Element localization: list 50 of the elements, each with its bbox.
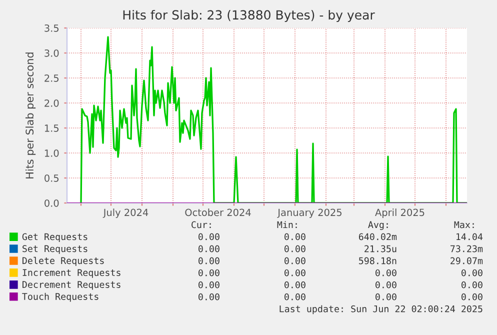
x-tick-label: July 2024 [102, 208, 148, 218]
x-tick-label: April 2025 [375, 208, 424, 218]
legend-label: Get Requests [22, 233, 88, 242]
text: 0.00 [376, 269, 396, 276]
y-tick-label: 2.0 [44, 99, 59, 107]
text: 0.00 [198, 281, 220, 288]
text: 21.35u [364, 245, 396, 252]
text: 0.00 [462, 281, 482, 288]
text: 0.00 [198, 245, 220, 252]
text: 0.00 [284, 233, 306, 240]
line-series [80, 36, 467, 203]
text: 0.00 [462, 293, 482, 300]
text: 0.00 [284, 269, 306, 276]
text: 0.00 [284, 245, 306, 252]
legend-label: Increment Requests [22, 269, 120, 278]
text: Min: [277, 221, 297, 228]
x-tick-label: October 2024 [185, 208, 251, 216]
x-tick-label: January 2025 [277, 208, 342, 218]
text: 0.00 [198, 233, 220, 240]
text: 0.00 [376, 293, 396, 300]
text: 0.00 [198, 257, 220, 264]
chart-title: Hits for Slab: 23 (13880 Bytes) - by year [123, 10, 375, 22]
y-tick-label: 0.0 [44, 199, 59, 207]
legend-label: Decrement Requests [22, 281, 120, 290]
y-tick-label: 0.5 [44, 174, 59, 182]
text: 0.00 [284, 293, 306, 300]
text: 73.23m [450, 245, 483, 252]
text: 29.07m [450, 257, 483, 264]
text: Last update: Sun Jun 22 02:00:24 2025 [280, 305, 482, 314]
text: 0.00 [284, 281, 306, 288]
text: Max: [454, 221, 474, 228]
text: 0.00 [284, 257, 306, 264]
text: 0.00 [198, 293, 220, 300]
text: Avg: [368, 221, 388, 230]
text: 14.04 [456, 233, 483, 240]
text: Cur: [192, 221, 211, 228]
y-axis-title: Hits per Slab per second [25, 52, 36, 178]
text: 640.02m [358, 233, 397, 240]
y-tick-label: 1.5 [44, 124, 59, 132]
text: 0.00 [198, 269, 220, 276]
y-tick-label: 3.0 [44, 49, 59, 57]
legend-label: Set Requests [22, 245, 88, 254]
legend-label: Delete Requests [22, 256, 104, 266]
text: 0.00 [376, 281, 396, 288]
y-tick-label: 3.5 [44, 24, 59, 32]
legend-label: Touch Requests [22, 292, 98, 302]
y-tick-label: 1.0 [44, 149, 59, 157]
text: 598.18n [359, 257, 396, 264]
y-tick-label: 2.5 [44, 74, 59, 82]
text: 0.00 [462, 269, 482, 276]
